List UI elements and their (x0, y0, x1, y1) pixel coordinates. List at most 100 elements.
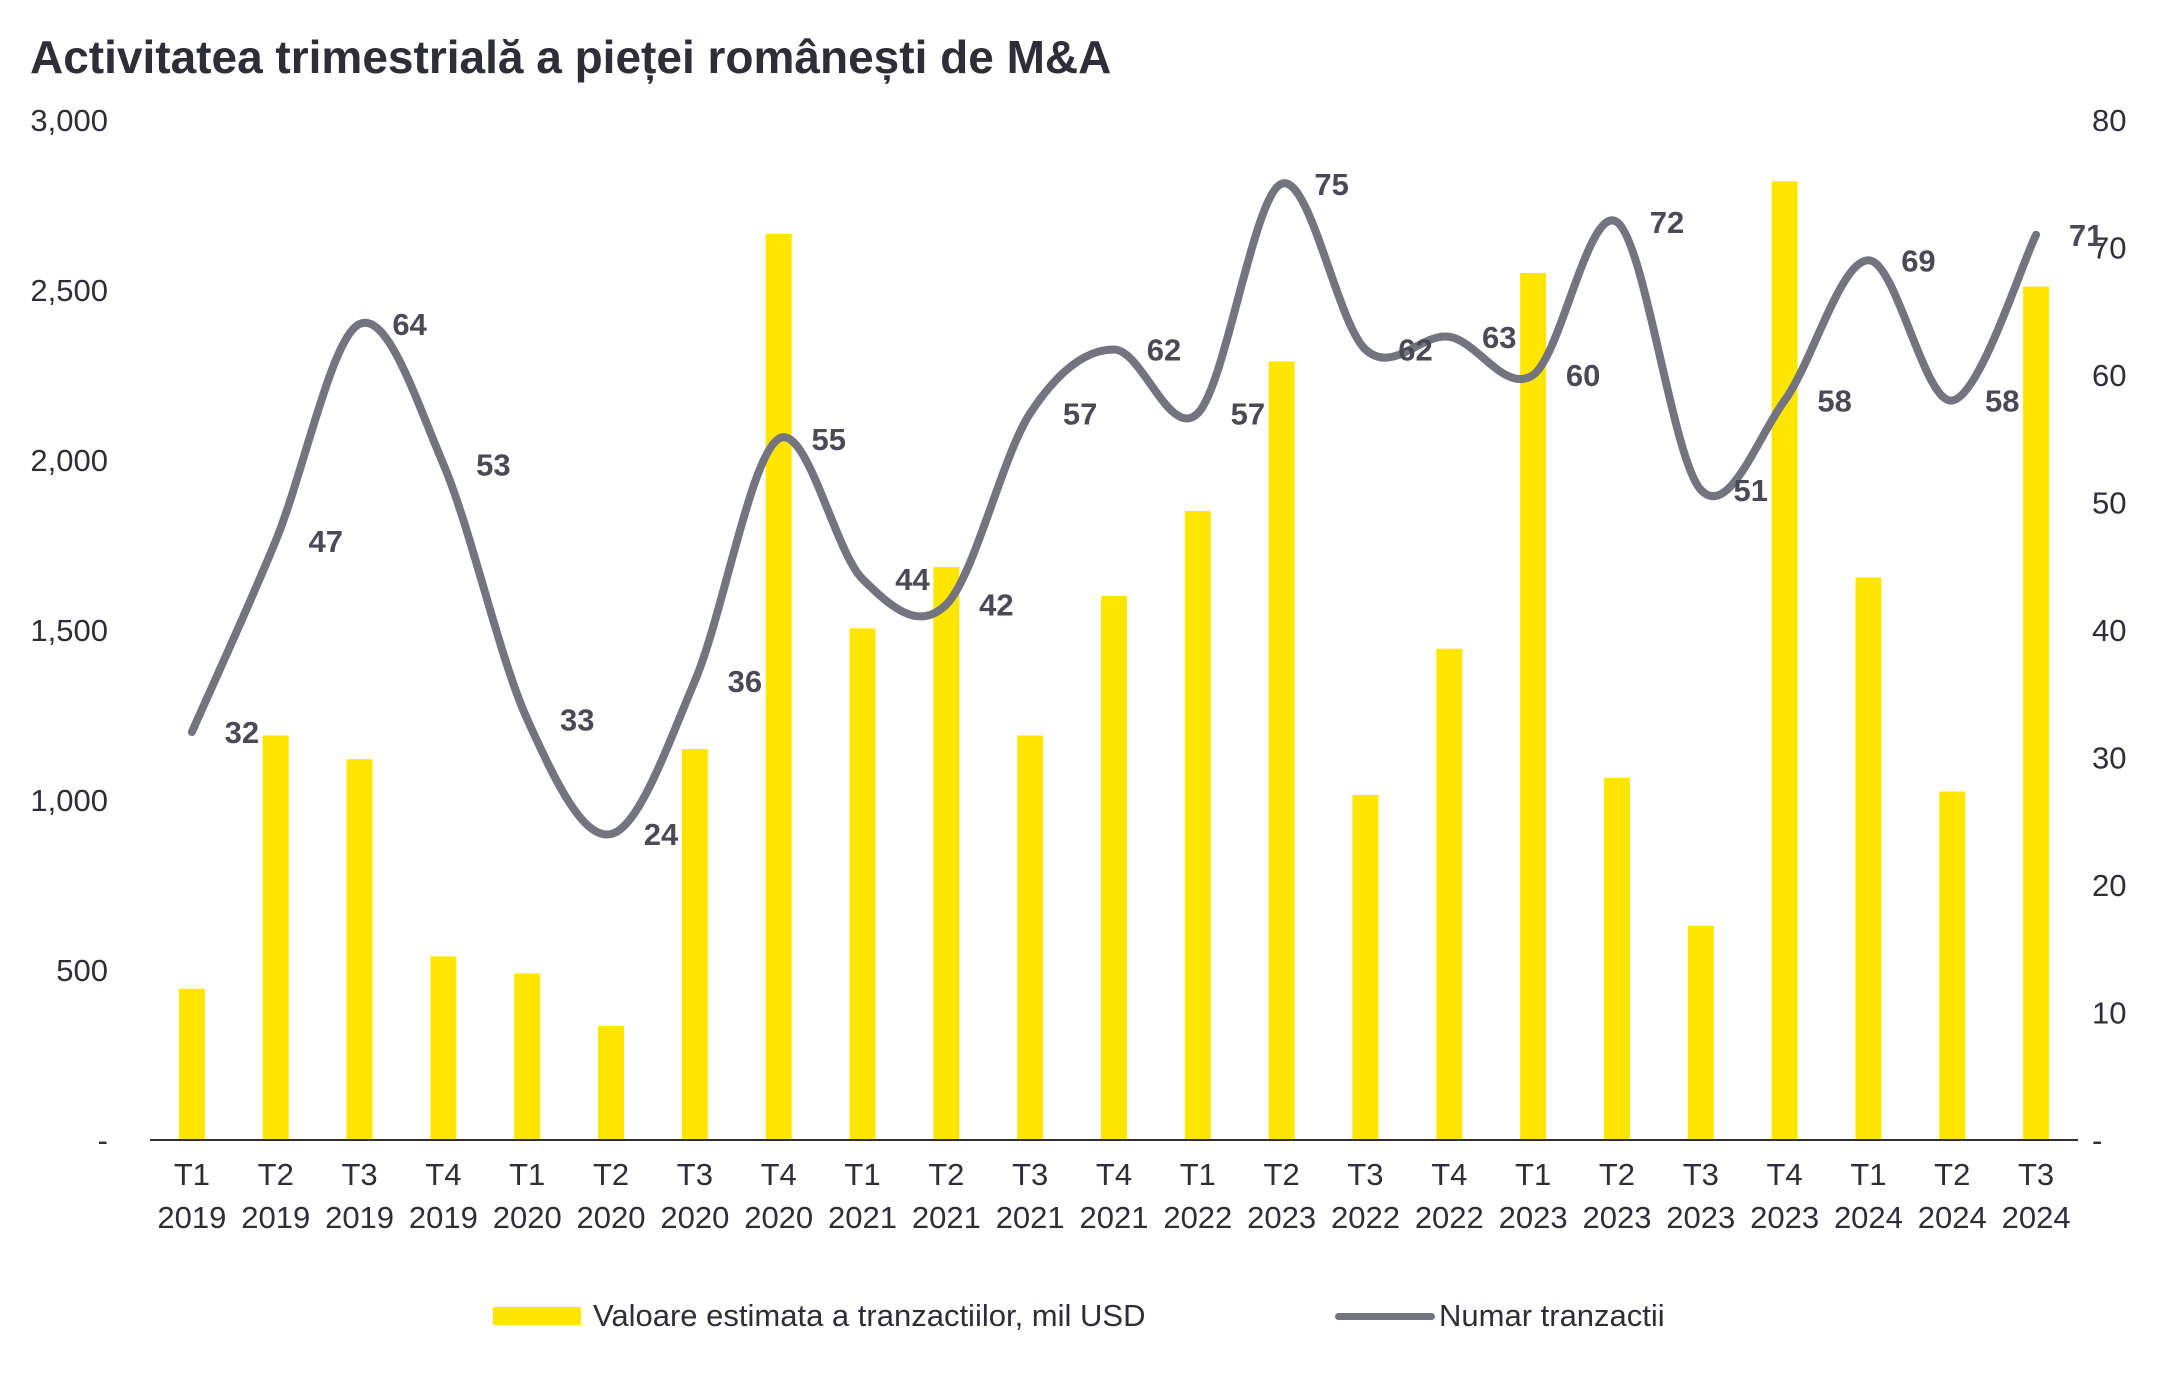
y-right-tick-label: 70 (2092, 231, 2126, 266)
line-data-label: 57 (1231, 396, 1265, 431)
bar (514, 973, 541, 1140)
line-data-label: 32 (225, 715, 259, 750)
x-tick-label-year: 2021 (828, 1200, 897, 1235)
y-right-tick-label: - (2092, 1123, 2102, 1158)
bar (933, 567, 960, 1140)
line-data-label: 44 (895, 562, 930, 597)
x-tick-label-year: 2022 (1331, 1200, 1400, 1235)
x-tick-label-quarter: T3 (2018, 1157, 2054, 1192)
x-tick-label-year: 2023 (1582, 1200, 1651, 1235)
x-tick-label-year: 2020 (744, 1200, 813, 1235)
line-data-label: 55 (811, 422, 845, 457)
legend-swatch-line (1335, 1312, 1435, 1320)
bar (1855, 577, 1882, 1140)
line-data-label: 58 (1817, 384, 1851, 419)
x-tick-label-quarter: T4 (1767, 1157, 1803, 1192)
x-tick-label-quarter: T1 (1850, 1157, 1886, 1192)
bar (1184, 511, 1211, 1140)
legend-swatch-bar (493, 1307, 581, 1325)
bar (430, 956, 457, 1140)
y-left-tick-label: 1,000 (30, 783, 108, 818)
line-data-label: 72 (1650, 205, 1684, 240)
x-tick-label-quarter: T2 (1264, 1157, 1300, 1192)
line-data-label: 75 (1314, 167, 1348, 202)
line-data-label: 53 (476, 447, 510, 482)
x-tick-label-quarter: T3 (1683, 1157, 1719, 1192)
x-tick-label-quarter: T4 (1096, 1157, 1132, 1192)
x-tick-label-quarter: T2 (1599, 1157, 1635, 1192)
x-tick-label-year: 2020 (577, 1200, 646, 1235)
line-data-label: 69 (1901, 243, 1935, 278)
y-right-tick-label: 40 (2092, 613, 2126, 648)
x-tick-label-year: 2019 (241, 1200, 310, 1235)
x-tick-label-quarter: T4 (1431, 1157, 1467, 1192)
line-data-label: 71 (2069, 218, 2103, 253)
bar (1771, 181, 1798, 1140)
x-tick-label-year: 2023 (1499, 1200, 1568, 1235)
x-tick-label-year: 2022 (1415, 1200, 1484, 1235)
x-tick-label-quarter: T1 (509, 1157, 545, 1192)
bar (1436, 648, 1463, 1140)
x-tick-label-quarter: T1 (1515, 1157, 1551, 1192)
bar (2023, 286, 2050, 1141)
x-tick-label-quarter: T3 (1012, 1157, 1048, 1192)
line-data-label: 57 (1063, 396, 1097, 431)
bar (178, 988, 205, 1140)
x-tick-label-quarter: T2 (593, 1157, 629, 1192)
x-tick-label-year: 2019 (325, 1200, 394, 1235)
bar (1101, 596, 1127, 1140)
line-data-label: 33 (560, 702, 594, 737)
bar (1352, 794, 1379, 1140)
line-data-label: 62 (1398, 333, 1432, 368)
y-left-tick-label: 2,000 (30, 443, 108, 478)
x-tick-label-year: 2020 (660, 1200, 729, 1235)
line-data-label: 60 (1566, 358, 1600, 393)
line-data-label: 58 (1985, 384, 2019, 419)
line-data-label: 47 (308, 524, 342, 559)
x-tick-label-quarter: T2 (258, 1157, 294, 1192)
y-right-tick-label: 10 (2092, 996, 2126, 1031)
x-tick-label-year: 2024 (1834, 1200, 1903, 1235)
line-data-label: 42 (979, 588, 1013, 623)
bar (262, 735, 289, 1140)
legend-label-bar: Valoare estimata a tranzactiilor, mil US… (593, 1298, 1146, 1333)
y-right-tick-label: 80 (2092, 103, 2126, 138)
x-tick-label-quarter: T1 (844, 1157, 880, 1192)
x-tick-label-quarter: T3 (1347, 1157, 1383, 1192)
x-tick-label-year: 2021 (996, 1200, 1065, 1235)
bar (681, 749, 708, 1140)
y-right-tick-label: 30 (2092, 741, 2126, 776)
x-tick-label-year: 2021 (1080, 1200, 1149, 1235)
x-tick-label-year: 2022 (1163, 1200, 1232, 1235)
x-tick-label-year: 2023 (1750, 1200, 1819, 1235)
x-tick-label-year: 2023 (1247, 1200, 1316, 1235)
bar (1520, 273, 1547, 1140)
y-left-tick-label: 500 (56, 953, 108, 988)
x-tick-label-quarter: T2 (928, 1157, 964, 1192)
y-left-tick-label: - (98, 1123, 108, 1158)
bar (1268, 361, 1295, 1140)
bar (1687, 925, 1714, 1140)
y-right-tick-label: 50 (2092, 486, 2126, 521)
bar (1017, 735, 1044, 1140)
x-tick-label-year: 2023 (1666, 1200, 1735, 1235)
x-tick-label-quarter: T2 (1934, 1157, 1970, 1192)
x-tick-label-quarter: T4 (425, 1157, 461, 1192)
y-right-tick-label: 20 (2092, 868, 2126, 903)
bar (765, 233, 792, 1140)
bar (1603, 777, 1630, 1140)
x-tick-label-year: 2019 (157, 1200, 226, 1235)
y-left-tick-label: 3,000 (30, 103, 108, 138)
x-tick-label-quarter: T1 (1180, 1157, 1216, 1192)
y-right-tick-label: 60 (2092, 358, 2126, 393)
line-data-label: 24 (644, 817, 679, 852)
x-tick-label-quarter: T3 (341, 1157, 377, 1192)
x-tick-label-year: 2021 (912, 1200, 981, 1235)
line-data-label: 36 (728, 664, 762, 699)
bar (1939, 791, 1966, 1140)
line-data-label: 51 (1734, 473, 1768, 508)
legend-label-line: Numar tranzactii (1439, 1298, 1665, 1333)
x-tick-label-year: 2020 (493, 1200, 562, 1235)
x-tick-label-year: 2024 (2002, 1200, 2071, 1235)
line-data-label: 63 (1482, 320, 1516, 355)
